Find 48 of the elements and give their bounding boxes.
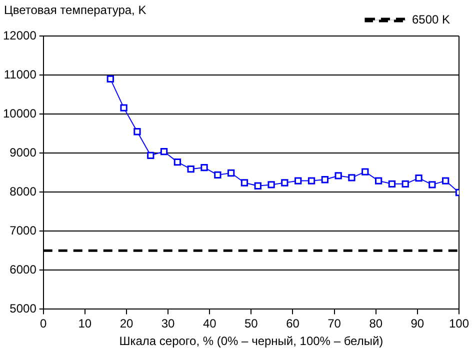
y-tick-label: 11000: [4, 67, 37, 82]
point: [106, 75, 114, 83]
point: [334, 172, 342, 180]
point: [415, 174, 422, 182]
y-tick-label: 12000: [2, 28, 37, 42]
point: [134, 128, 141, 136]
point: [174, 158, 182, 166]
x-tick-label: 80: [369, 316, 383, 331]
x-tick-label: 10: [78, 316, 92, 331]
x-tick-label: 50: [244, 316, 258, 331]
point: [348, 174, 356, 182]
x-tick-label: 100: [448, 316, 470, 331]
y-tick-label: 9000: [10, 145, 37, 160]
point: [187, 166, 194, 173]
x-tick-label: 0: [40, 316, 48, 331]
y-axis-title: Цветовая температура, K: [4, 3, 146, 17]
x-tick-label: 60: [286, 316, 300, 331]
y-tick-label: 6000: [10, 262, 37, 276]
x-tick-label: 20: [120, 316, 134, 331]
x-tick-label: 40: [202, 316, 217, 331]
point: [147, 152, 154, 160]
point: [120, 104, 128, 112]
x-axis-title: Шкала серого, % (0% – черный, 100% – белый): [119, 334, 384, 348]
point: [268, 181, 275, 188]
point: [428, 181, 436, 188]
point: [200, 164, 208, 172]
point: [388, 180, 396, 188]
y-tick-label: 8000: [10, 184, 37, 198]
x-tick-label: 70: [328, 316, 342, 331]
point: [402, 180, 409, 188]
y-tick-label: 5000: [10, 302, 37, 316]
point: [214, 171, 222, 179]
point: [240, 179, 248, 186]
legend-label: 6500 K: [412, 12, 450, 26]
x-tick-label: 90: [410, 316, 424, 331]
point: [374, 177, 382, 184]
point: [294, 177, 302, 184]
y-tick-label: 7000: [10, 223, 37, 238]
point: [362, 168, 369, 176]
point: [227, 169, 235, 177]
point: [281, 179, 288, 186]
point: [160, 148, 168, 156]
point: [442, 177, 450, 184]
point: [321, 176, 328, 184]
x-tick-label: 30: [161, 316, 176, 331]
y-tick-label: 10000: [2, 106, 37, 120]
point: [308, 177, 316, 184]
point: [254, 182, 262, 190]
